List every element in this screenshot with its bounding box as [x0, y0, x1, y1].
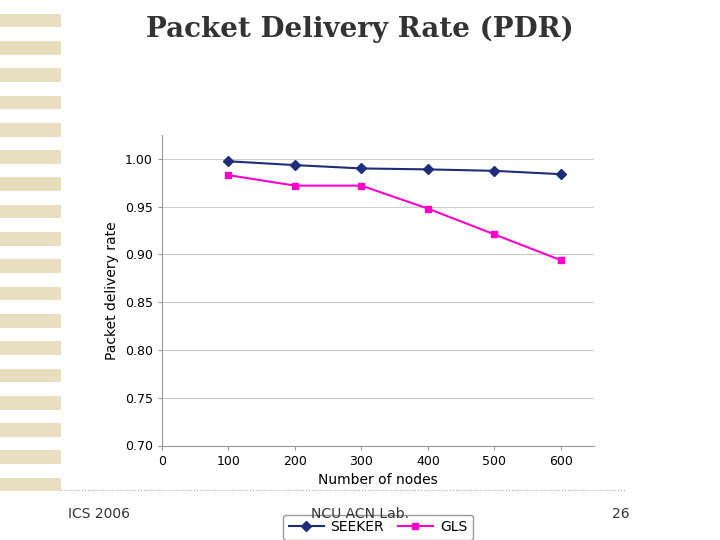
X-axis label: Number of nodes: Number of nodes: [318, 473, 438, 487]
Bar: [0, 478, 61, 491]
Bar: [0, 341, 61, 355]
GLS: [291, 183, 300, 189]
Bar: [0, 396, 61, 409]
Bar: [0, 218, 61, 232]
Bar: [0, 14, 61, 28]
SEEKER: [490, 167, 499, 174]
Bar: [0, 355, 61, 368]
Bar: [0, 314, 61, 328]
Bar: [0, 82, 61, 96]
Bar: [0, 28, 61, 41]
GLS: [357, 183, 366, 189]
Bar: [0, 382, 61, 396]
Text: 26: 26: [613, 507, 630, 521]
SEEKER: [291, 162, 300, 168]
Bar: [0, 68, 61, 82]
Bar: [0, 205, 61, 218]
SEEKER: [224, 158, 233, 165]
SEEKER: [557, 171, 565, 178]
Bar: [0, 232, 61, 246]
Bar: [0, 164, 61, 178]
Bar: [0, 123, 61, 137]
GLS: [557, 257, 565, 264]
Bar: [0, 137, 61, 150]
Text: Packet Delivery Rate (PDR): Packet Delivery Rate (PDR): [146, 16, 574, 43]
Bar: [0, 191, 61, 205]
Bar: [0, 409, 61, 423]
Text: NCU ACN Lab.: NCU ACN Lab.: [311, 507, 409, 521]
GLS: [224, 172, 233, 178]
SEEKER: [357, 165, 366, 172]
Bar: [0, 41, 61, 55]
Bar: [0, 246, 61, 259]
Bar: [0, 423, 61, 437]
Bar: [0, 150, 61, 164]
Bar: [0, 178, 61, 191]
Bar: [0, 96, 61, 109]
Bar: [0, 55, 61, 68]
Bar: [0, 287, 61, 300]
Text: ICS 2006: ICS 2006: [68, 507, 130, 521]
Line: GLS: GLS: [225, 172, 564, 264]
Bar: [0, 450, 61, 464]
Bar: [0, 300, 61, 314]
Y-axis label: Packet delivery rate: Packet delivery rate: [105, 221, 120, 360]
GLS: [423, 205, 432, 212]
Legend: SEEKER, GLS: SEEKER, GLS: [284, 515, 472, 539]
GLS: [490, 231, 499, 238]
Bar: [0, 273, 61, 287]
Bar: [0, 328, 61, 341]
Line: SEEKER: SEEKER: [225, 158, 564, 178]
Bar: [0, 259, 61, 273]
Bar: [0, 437, 61, 450]
Bar: [0, 0, 61, 14]
Bar: [0, 109, 61, 123]
SEEKER: [423, 166, 432, 173]
Bar: [0, 368, 61, 382]
Bar: [0, 464, 61, 478]
